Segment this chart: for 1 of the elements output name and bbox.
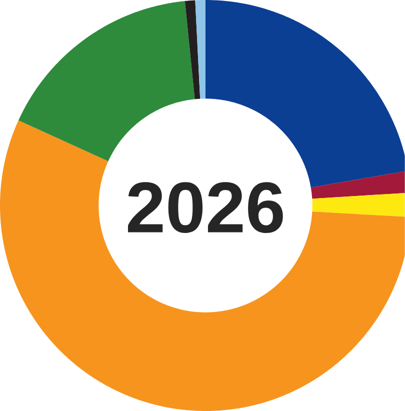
text: 2026 [128, 182, 283, 234]
